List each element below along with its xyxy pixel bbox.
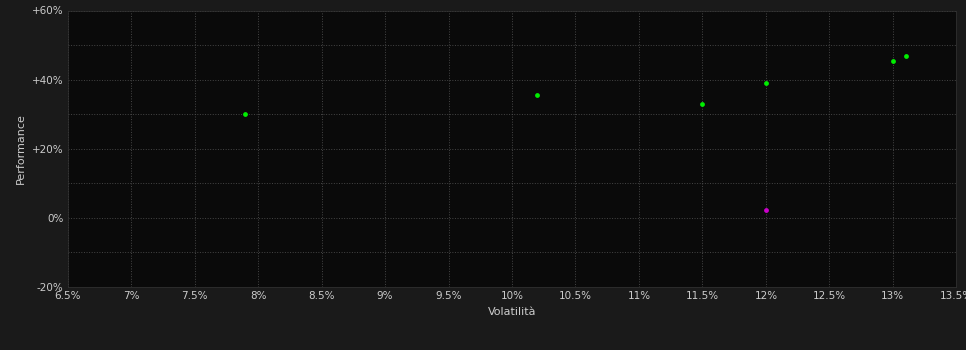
Point [758, 80, 774, 86]
Point [238, 111, 253, 117]
Point [758, 208, 774, 213]
X-axis label: Volatilità: Volatilità [488, 307, 536, 317]
Point [885, 58, 900, 63]
Point [529, 92, 545, 98]
Point [695, 101, 710, 107]
Y-axis label: Performance: Performance [16, 113, 26, 184]
Point [897, 53, 913, 59]
